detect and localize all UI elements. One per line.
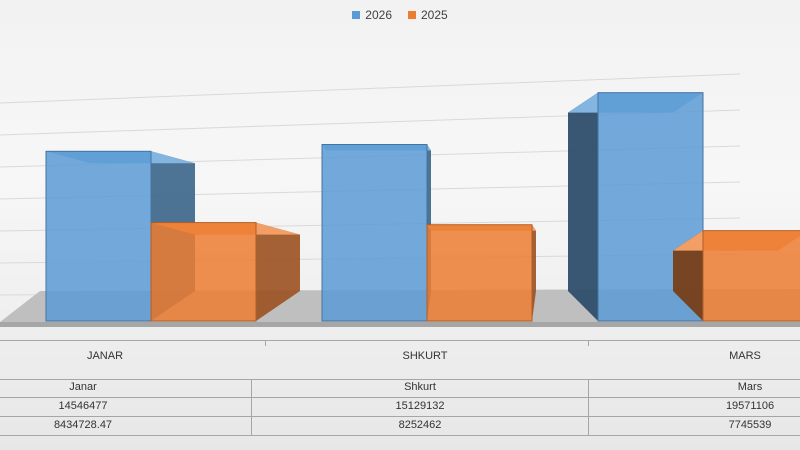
category-label: SHKURT (402, 350, 448, 362)
axis-line (0, 340, 800, 341)
table-cell: 19571106 (725, 400, 775, 412)
table-cell: 14546477 (58, 400, 108, 412)
bar-front (150, 222, 257, 322)
data-table: JANAR SHKURT MARS Janar Shkurt Mars 14546477 15… (0, 340, 800, 450)
table-rule (0, 397, 800, 398)
table-header-cell: Mars (737, 381, 763, 393)
bar-2025-janar (150, 222, 300, 322)
table-cell: 8434728.47 (53, 419, 113, 431)
bar-front (45, 150, 152, 322)
bar-front (702, 230, 800, 322)
legend-item-2026: 2026 (352, 8, 392, 22)
category-label: JANAR (86, 350, 124, 362)
axis-tick (588, 340, 589, 346)
bar-side (532, 224, 536, 321)
table-header-cell: Shkurt (404, 381, 436, 393)
table-col-divider (251, 379, 252, 435)
category-label: MARS (729, 350, 761, 362)
bar-2025-shkurt (426, 224, 536, 322)
bar-2026-shkurt (321, 143, 431, 322)
table-rule (0, 379, 800, 380)
table-col-divider (588, 379, 589, 435)
legend-label: 2026 (365, 8, 392, 22)
chart-floor-edge (0, 322, 800, 327)
bar-chart (0, 73, 800, 327)
gridline (0, 73, 741, 104)
table-rule (0, 416, 800, 417)
table-header-cell: Janar (69, 381, 97, 393)
table-cell: 15129132 (395, 400, 445, 412)
bar-front (321, 143, 428, 322)
table-cell: 8252462 (398, 419, 442, 431)
table-cell: 7745539 (728, 419, 772, 431)
chart-legend: 2026 2025 (0, 8, 800, 22)
legend-item-2025: 2025 (408, 8, 448, 22)
legend-swatch (408, 11, 416, 19)
bar-2025-mars (673, 230, 800, 322)
bar-side (673, 230, 703, 321)
legend-swatch (352, 11, 361, 19)
bar-side (568, 92, 598, 321)
table-rule (0, 435, 800, 436)
axis-tick (265, 340, 266, 346)
legend-label: 2025 (421, 8, 448, 22)
bar-side (256, 222, 300, 321)
bar-front (426, 224, 533, 322)
